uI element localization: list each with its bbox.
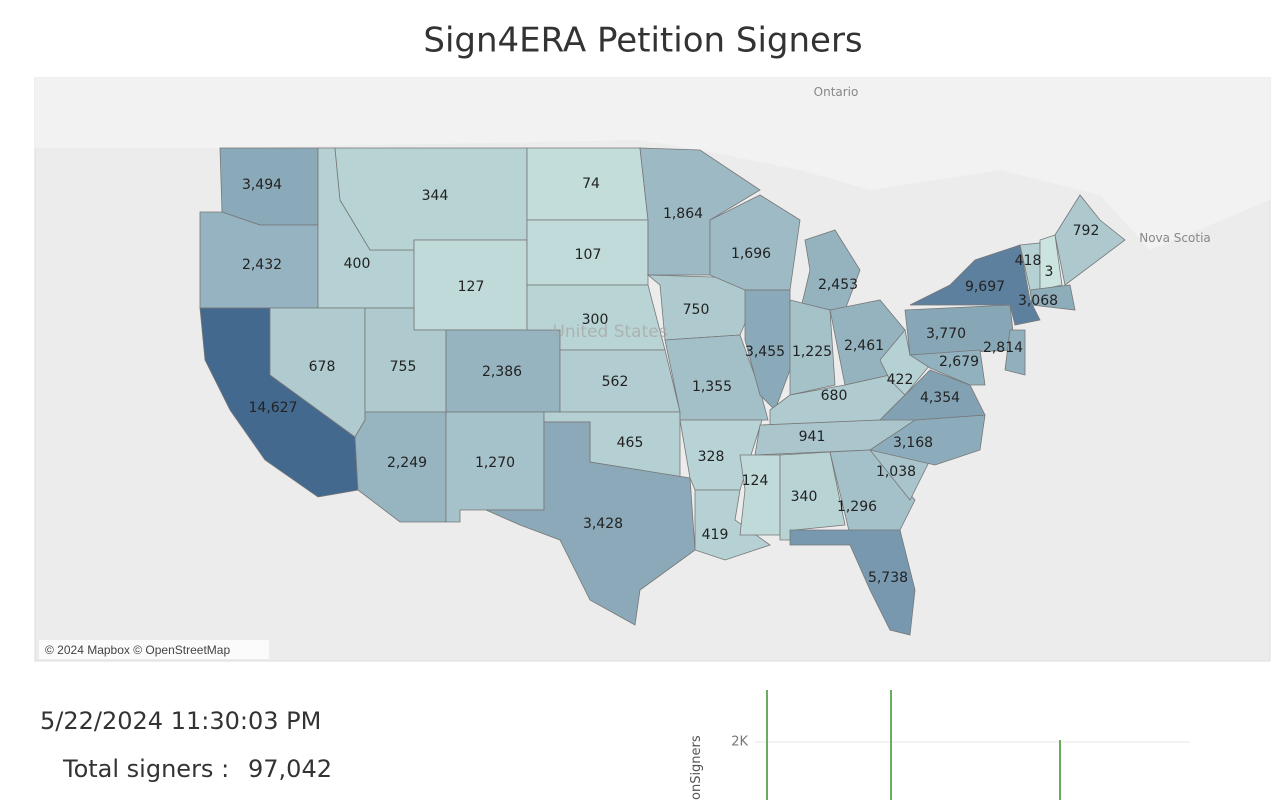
- value-label: 4,354: [920, 390, 960, 406]
- value-label: 5,738: [868, 570, 908, 586]
- value-label: 1,696: [731, 246, 771, 262]
- value-label: 755: [390, 359, 417, 375]
- value-label: 1,270: [475, 455, 515, 471]
- place-label: United States: [552, 322, 667, 342]
- region: [739, 454, 781, 536]
- region: [789, 529, 916, 636]
- total-label: Total signers :: [62, 755, 229, 783]
- attribution-bg: [39, 640, 269, 659]
- place-label: Nova Scotia: [1139, 231, 1211, 245]
- value-label: 562: [602, 374, 629, 390]
- value-label: 3: [1045, 264, 1054, 280]
- value-label: 328: [698, 449, 725, 465]
- region: [909, 244, 1041, 326]
- region: [1029, 284, 1076, 311]
- timestamp: 5/22/2024 11:30:03 PM: [40, 707, 321, 735]
- value-label: 3,168: [893, 435, 933, 451]
- value-label: 3,770: [926, 326, 966, 342]
- region: [1039, 234, 1063, 291]
- value-label: 2,679: [939, 354, 979, 370]
- title: Sign4ERA Petition Signers: [423, 21, 862, 61]
- value-label: 750: [683, 302, 710, 318]
- value-labels: 3,494 2,432 14,627 400 678 344 127 755 2,249 2,38…: [242, 176, 1099, 586]
- canada-land: [35, 78, 1270, 250]
- value-label: 792: [1073, 223, 1100, 239]
- value-label: 1,355: [692, 379, 732, 395]
- value-label: 107: [575, 247, 602, 263]
- value-label: 14,627: [249, 400, 298, 416]
- value-label: 340: [791, 489, 818, 505]
- region: [829, 449, 916, 536]
- value-label: 1,296: [837, 499, 877, 515]
- value-label: 3,455: [745, 344, 785, 360]
- value-label: 2,386: [482, 364, 522, 380]
- value-label: 1,038: [876, 464, 916, 480]
- value-label: 2,461: [844, 338, 884, 354]
- total-value: 97,042: [248, 755, 332, 783]
- value-label: 74: [582, 176, 600, 192]
- value-label: 419: [702, 527, 729, 543]
- regions: [199, 147, 1126, 636]
- value-label: 1,225: [792, 344, 832, 360]
- attribution: © 2024 Mapbox © OpenStreetMap: [45, 643, 230, 657]
- region: [485, 421, 696, 626]
- value-label: 2,432: [242, 257, 282, 273]
- value-label: 3,068: [1018, 293, 1058, 309]
- value-label: 678: [309, 359, 336, 375]
- value-label: 2,249: [387, 455, 427, 471]
- place-label: Ontario: [814, 85, 859, 99]
- value-label: 1,864: [663, 206, 703, 222]
- value-label: 3,494: [242, 177, 282, 193]
- value-label: 2,814: [983, 340, 1023, 356]
- region: [789, 299, 836, 396]
- value-label: 680: [821, 388, 848, 404]
- value-label: 3,428: [583, 516, 623, 532]
- value-label: 9,697: [965, 279, 1005, 295]
- region: [694, 489, 771, 561]
- value-label: 127: [458, 279, 485, 295]
- value-label: 400: [344, 256, 371, 272]
- region: [1054, 194, 1126, 286]
- value-label: 124: [742, 473, 769, 489]
- value-label: 2,453: [818, 277, 858, 293]
- value-label: 300: [582, 312, 609, 328]
- value-label: 344: [422, 188, 449, 204]
- region: [1004, 329, 1026, 376]
- y-tick-label: 2K: [731, 735, 748, 750]
- value-label: 941: [799, 429, 826, 445]
- region: [908, 349, 986, 386]
- region: [664, 334, 769, 421]
- value-label: 465: [617, 435, 644, 451]
- y-axis-label: onSigners: [689, 735, 704, 800]
- value-label: 418: [1015, 253, 1042, 269]
- value-label: 422: [887, 372, 914, 388]
